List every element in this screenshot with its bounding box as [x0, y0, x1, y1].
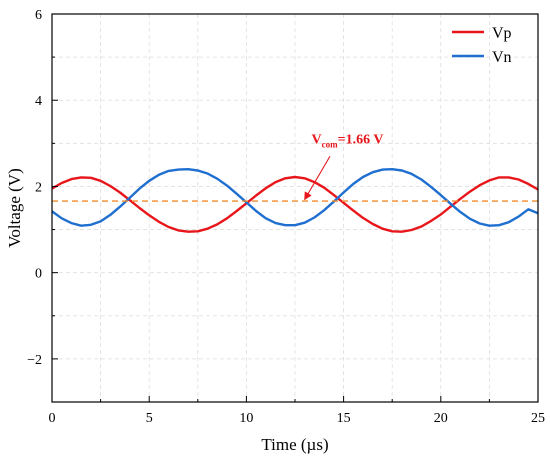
x-tick-label: 15	[337, 411, 351, 426]
vcom-annotation: Vcom=1.66 V	[304, 132, 384, 201]
vcom-label-sub: com	[322, 139, 338, 149]
legend-label-vn: Vn	[492, 49, 512, 66]
vcom-label-value: =1.66 V	[338, 132, 384, 147]
y-tick-label: 2	[35, 180, 42, 195]
x-tick-label: 0	[49, 411, 56, 426]
legend: Vp Vn	[452, 25, 512, 66]
series-line-vn	[51, 167, 539, 227]
y-tick-label: 0	[35, 267, 42, 282]
x-tick-label: 20	[434, 411, 448, 426]
grid-lines	[51, 13, 539, 403]
legend-label-vp: Vp	[492, 25, 512, 42]
x-tick-label: 5	[146, 411, 153, 426]
vcom-arrow	[304, 155, 331, 201]
y-tick-label: −2	[27, 353, 42, 368]
y-axis-title: Voltage (V)	[5, 168, 24, 247]
series-group	[51, 167, 539, 233]
ticks: 0 5 10 15 20 25 −2 0 2 4 6	[27, 8, 545, 426]
x-axis-title: Time (µs)	[261, 435, 328, 454]
vcom-label-main: V	[312, 132, 322, 147]
x-tick-label: 25	[531, 411, 545, 426]
vcom-label: Vcom=1.66 V	[312, 132, 384, 149]
y-tick-label: 6	[35, 8, 42, 23]
x-tick-label: 10	[239, 411, 253, 426]
y-tick-label: 4	[35, 94, 42, 109]
